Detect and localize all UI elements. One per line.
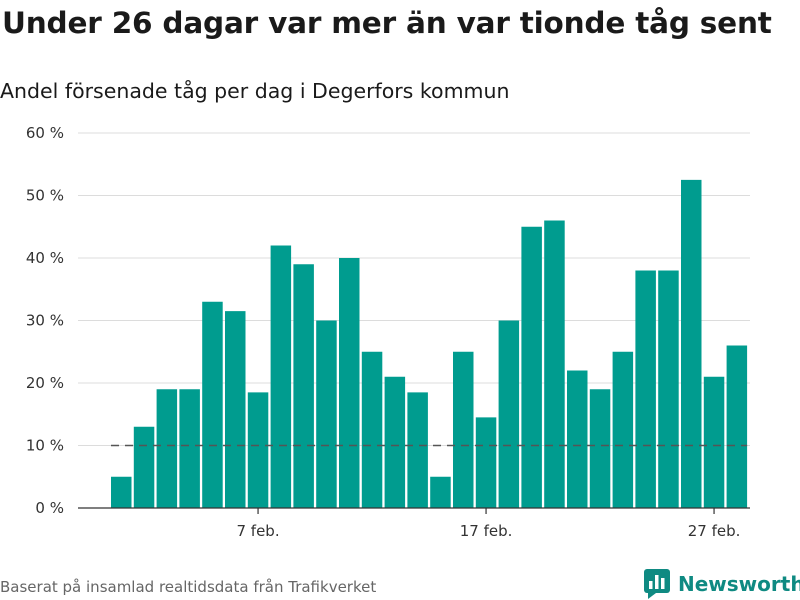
y-tick-label: 20 % xyxy=(26,374,64,392)
bar xyxy=(293,264,314,508)
x-tick-label: 7 feb. xyxy=(236,522,279,540)
bar xyxy=(726,345,748,508)
bar xyxy=(247,392,269,508)
bar xyxy=(339,258,360,508)
y-tick-label: 0 % xyxy=(35,499,64,517)
bar xyxy=(270,245,292,508)
bar xyxy=(703,376,725,508)
bar xyxy=(521,226,542,508)
bar xyxy=(407,392,428,508)
bar xyxy=(111,476,132,508)
bar-chart-speech-bubble-icon xyxy=(644,569,670,599)
y-axis-labels: 0 % 10 % 20 % 30 % 40 % 50 % 60 % xyxy=(26,124,64,517)
y-tick-label: 30 % xyxy=(26,312,64,330)
bar xyxy=(567,370,588,508)
x-axis-labels: 7 feb. 17 feb. 27 feb. xyxy=(236,522,740,540)
bar xyxy=(384,376,406,508)
bar xyxy=(430,476,451,508)
x-tick-label: 17 feb. xyxy=(460,522,513,540)
y-tick-label: 40 % xyxy=(26,249,64,267)
x-tick-label: 27 feb. xyxy=(688,522,741,540)
bar xyxy=(179,389,200,508)
bar xyxy=(202,301,223,508)
y-tick-label: 50 % xyxy=(26,187,64,205)
chart-subtitle: Andel försenade tåg per dag i Degerfors … xyxy=(0,79,510,103)
bars xyxy=(111,179,748,508)
bar xyxy=(475,417,497,508)
bar xyxy=(498,320,520,508)
bar xyxy=(361,351,383,508)
bar xyxy=(133,426,155,508)
bar-chart: 0 % 10 % 20 % 30 % 40 % 50 % 60 % 7 feb. 17 feb… xyxy=(26,124,750,540)
bar xyxy=(681,179,702,508)
bar xyxy=(453,351,474,508)
x-axis xyxy=(78,507,750,514)
y-tick-label: 60 % xyxy=(26,124,64,142)
bar xyxy=(635,270,656,508)
chart-title: Under 26 dagar var mer än var tionde tåg… xyxy=(2,6,772,40)
bar xyxy=(658,270,679,508)
bar xyxy=(544,220,565,508)
y-tick-label: 10 % xyxy=(26,437,64,455)
bar xyxy=(316,320,337,508)
brand-logo: Newsworthy xyxy=(644,569,800,599)
bar xyxy=(612,351,634,508)
bar xyxy=(225,311,246,508)
bar xyxy=(589,389,611,508)
source-note: Baserat på insamlad realtidsdata från Tr… xyxy=(0,578,377,596)
bar xyxy=(156,389,178,508)
brand-name: Newsworthy xyxy=(678,572,800,596)
